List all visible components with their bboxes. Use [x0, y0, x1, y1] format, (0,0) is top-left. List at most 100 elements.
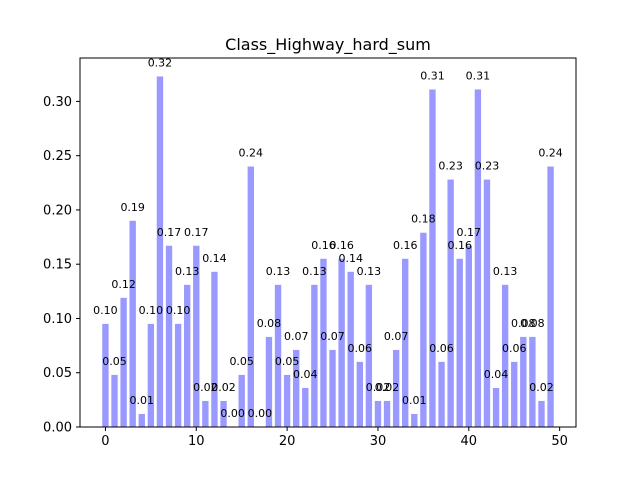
bar-8 [174, 323, 182, 427]
bar-20 [283, 374, 291, 427]
data-label-48: 0.02 [529, 381, 554, 394]
data-label-27: 0.14 [338, 252, 363, 265]
data-label-25: 0.07 [320, 330, 345, 343]
y-axis: 0.00 0.05 0.10 0.15 0.20 0.25 0.30 [43, 95, 80, 436]
data-label-41: 0.31 [466, 69, 491, 82]
data-label-22: 0.04 [293, 368, 318, 381]
y-tick-label-6: 0.30 [43, 95, 72, 110]
bar-21 [293, 349, 300, 427]
bar-0 [102, 323, 109, 427]
bar-19 [274, 284, 282, 427]
bar-44 [501, 284, 509, 427]
data-label-39: 0.16 [447, 239, 472, 252]
bar-16 [247, 166, 254, 427]
y-tick-label-0: 0.00 [43, 421, 72, 436]
data-label-38: 0.23 [438, 160, 463, 173]
bar-34 [411, 413, 418, 427]
y-tick-label-4: 0.20 [43, 203, 72, 218]
data-label-49: 0.24 [538, 147, 563, 160]
bar-4 [138, 413, 145, 427]
bar-48 [538, 400, 545, 427]
data-labels-group: 0.10 0.05 0.12 0.19 0.01 0.10 0.32 0.17 0.10 0.13… [93, 56, 563, 420]
data-label-32: 0.07 [384, 330, 409, 343]
bar-38 [447, 179, 454, 427]
bar-7 [165, 245, 173, 427]
y-tick-label-2: 0.10 [43, 312, 72, 327]
bar-30 [374, 400, 382, 427]
data-label-10: 0.17 [184, 226, 209, 239]
data-label-35: 0.18 [411, 213, 436, 226]
bar-22 [302, 387, 309, 427]
bar-23 [311, 284, 318, 427]
y-tick-label-3: 0.15 [43, 258, 72, 273]
x-tick-label-2: 20 [279, 434, 296, 449]
bar-41 [474, 89, 482, 428]
bar-49 [547, 166, 554, 427]
y-tick-label-1: 0.05 [43, 366, 72, 381]
bar-24 [320, 258, 327, 427]
data-label-26: 0.16 [329, 239, 354, 252]
bar-47 [529, 336, 536, 427]
bar-2 [120, 297, 127, 427]
bar-33 [402, 258, 409, 427]
bar-31 [383, 400, 391, 427]
bar-28 [356, 361, 363, 427]
data-label-13: 0.02 [211, 381, 236, 394]
data-label-28: 0.06 [348, 342, 373, 355]
data-label-14: 0.00 [220, 407, 245, 420]
data-label-16: 0.24 [239, 147, 264, 160]
data-label-31: 0.02 [375, 381, 400, 394]
bar-1 [111, 374, 118, 427]
data-label-15: 0.05 [229, 355, 254, 368]
data-label-42: 0.23 [475, 160, 500, 173]
data-label-46: 0.08 [511, 317, 536, 330]
data-label-2: 0.12 [111, 278, 136, 291]
data-label-3: 0.19 [120, 201, 145, 214]
x-tick-label-3: 30 [370, 434, 387, 449]
bar-32 [392, 349, 400, 427]
bar-18 [265, 336, 273, 427]
data-label-6: 0.32 [148, 56, 173, 69]
data-label-45: 0.06 [502, 342, 527, 355]
data-label-29: 0.13 [357, 265, 382, 278]
data-label-20: 0.05 [275, 355, 300, 368]
bar-12 [211, 271, 218, 427]
bar-45 [511, 361, 518, 427]
data-label-44: 0.13 [493, 265, 518, 278]
data-label-4: 0.01 [130, 394, 155, 407]
bar-3 [129, 220, 136, 427]
bar-39 [456, 258, 463, 427]
bar-42 [483, 179, 491, 427]
data-label-36: 0.31 [420, 69, 445, 82]
bars-group [102, 76, 554, 428]
bar-46 [520, 336, 527, 427]
data-label-19: 0.13 [266, 265, 291, 278]
data-label-7: 0.17 [157, 226, 182, 239]
bar-37 [438, 361, 445, 427]
data-label-12: 0.14 [202, 252, 227, 265]
data-label-47: 0.08 [520, 317, 545, 330]
data-label-24: 0.16 [311, 239, 336, 252]
data-label-0: 0.10 [93, 304, 118, 317]
bar-40 [465, 245, 472, 427]
bar-10 [193, 245, 200, 427]
data-label-40: 0.17 [457, 226, 482, 239]
bar-36 [429, 89, 436, 428]
data-label-17: 0.00 [248, 407, 273, 420]
data-label-33: 0.16 [393, 239, 418, 252]
data-label-37: 0.06 [429, 342, 454, 355]
x-tick-label-4: 40 [461, 434, 478, 449]
bar-5 [147, 323, 155, 427]
bar-6 [156, 76, 164, 427]
x-tick-label-0: 0 [101, 434, 109, 449]
plot-frame [79, 57, 577, 428]
bar-15 [238, 374, 245, 427]
data-label-21: 0.07 [284, 330, 309, 343]
data-label-5: 0.10 [139, 304, 164, 317]
x-tick-label-1: 10 [188, 434, 205, 449]
x-tick-label-5: 50 [551, 434, 568, 449]
data-label-18: 0.08 [257, 317, 282, 330]
bar-25 [329, 349, 336, 427]
bar-13 [220, 400, 227, 427]
